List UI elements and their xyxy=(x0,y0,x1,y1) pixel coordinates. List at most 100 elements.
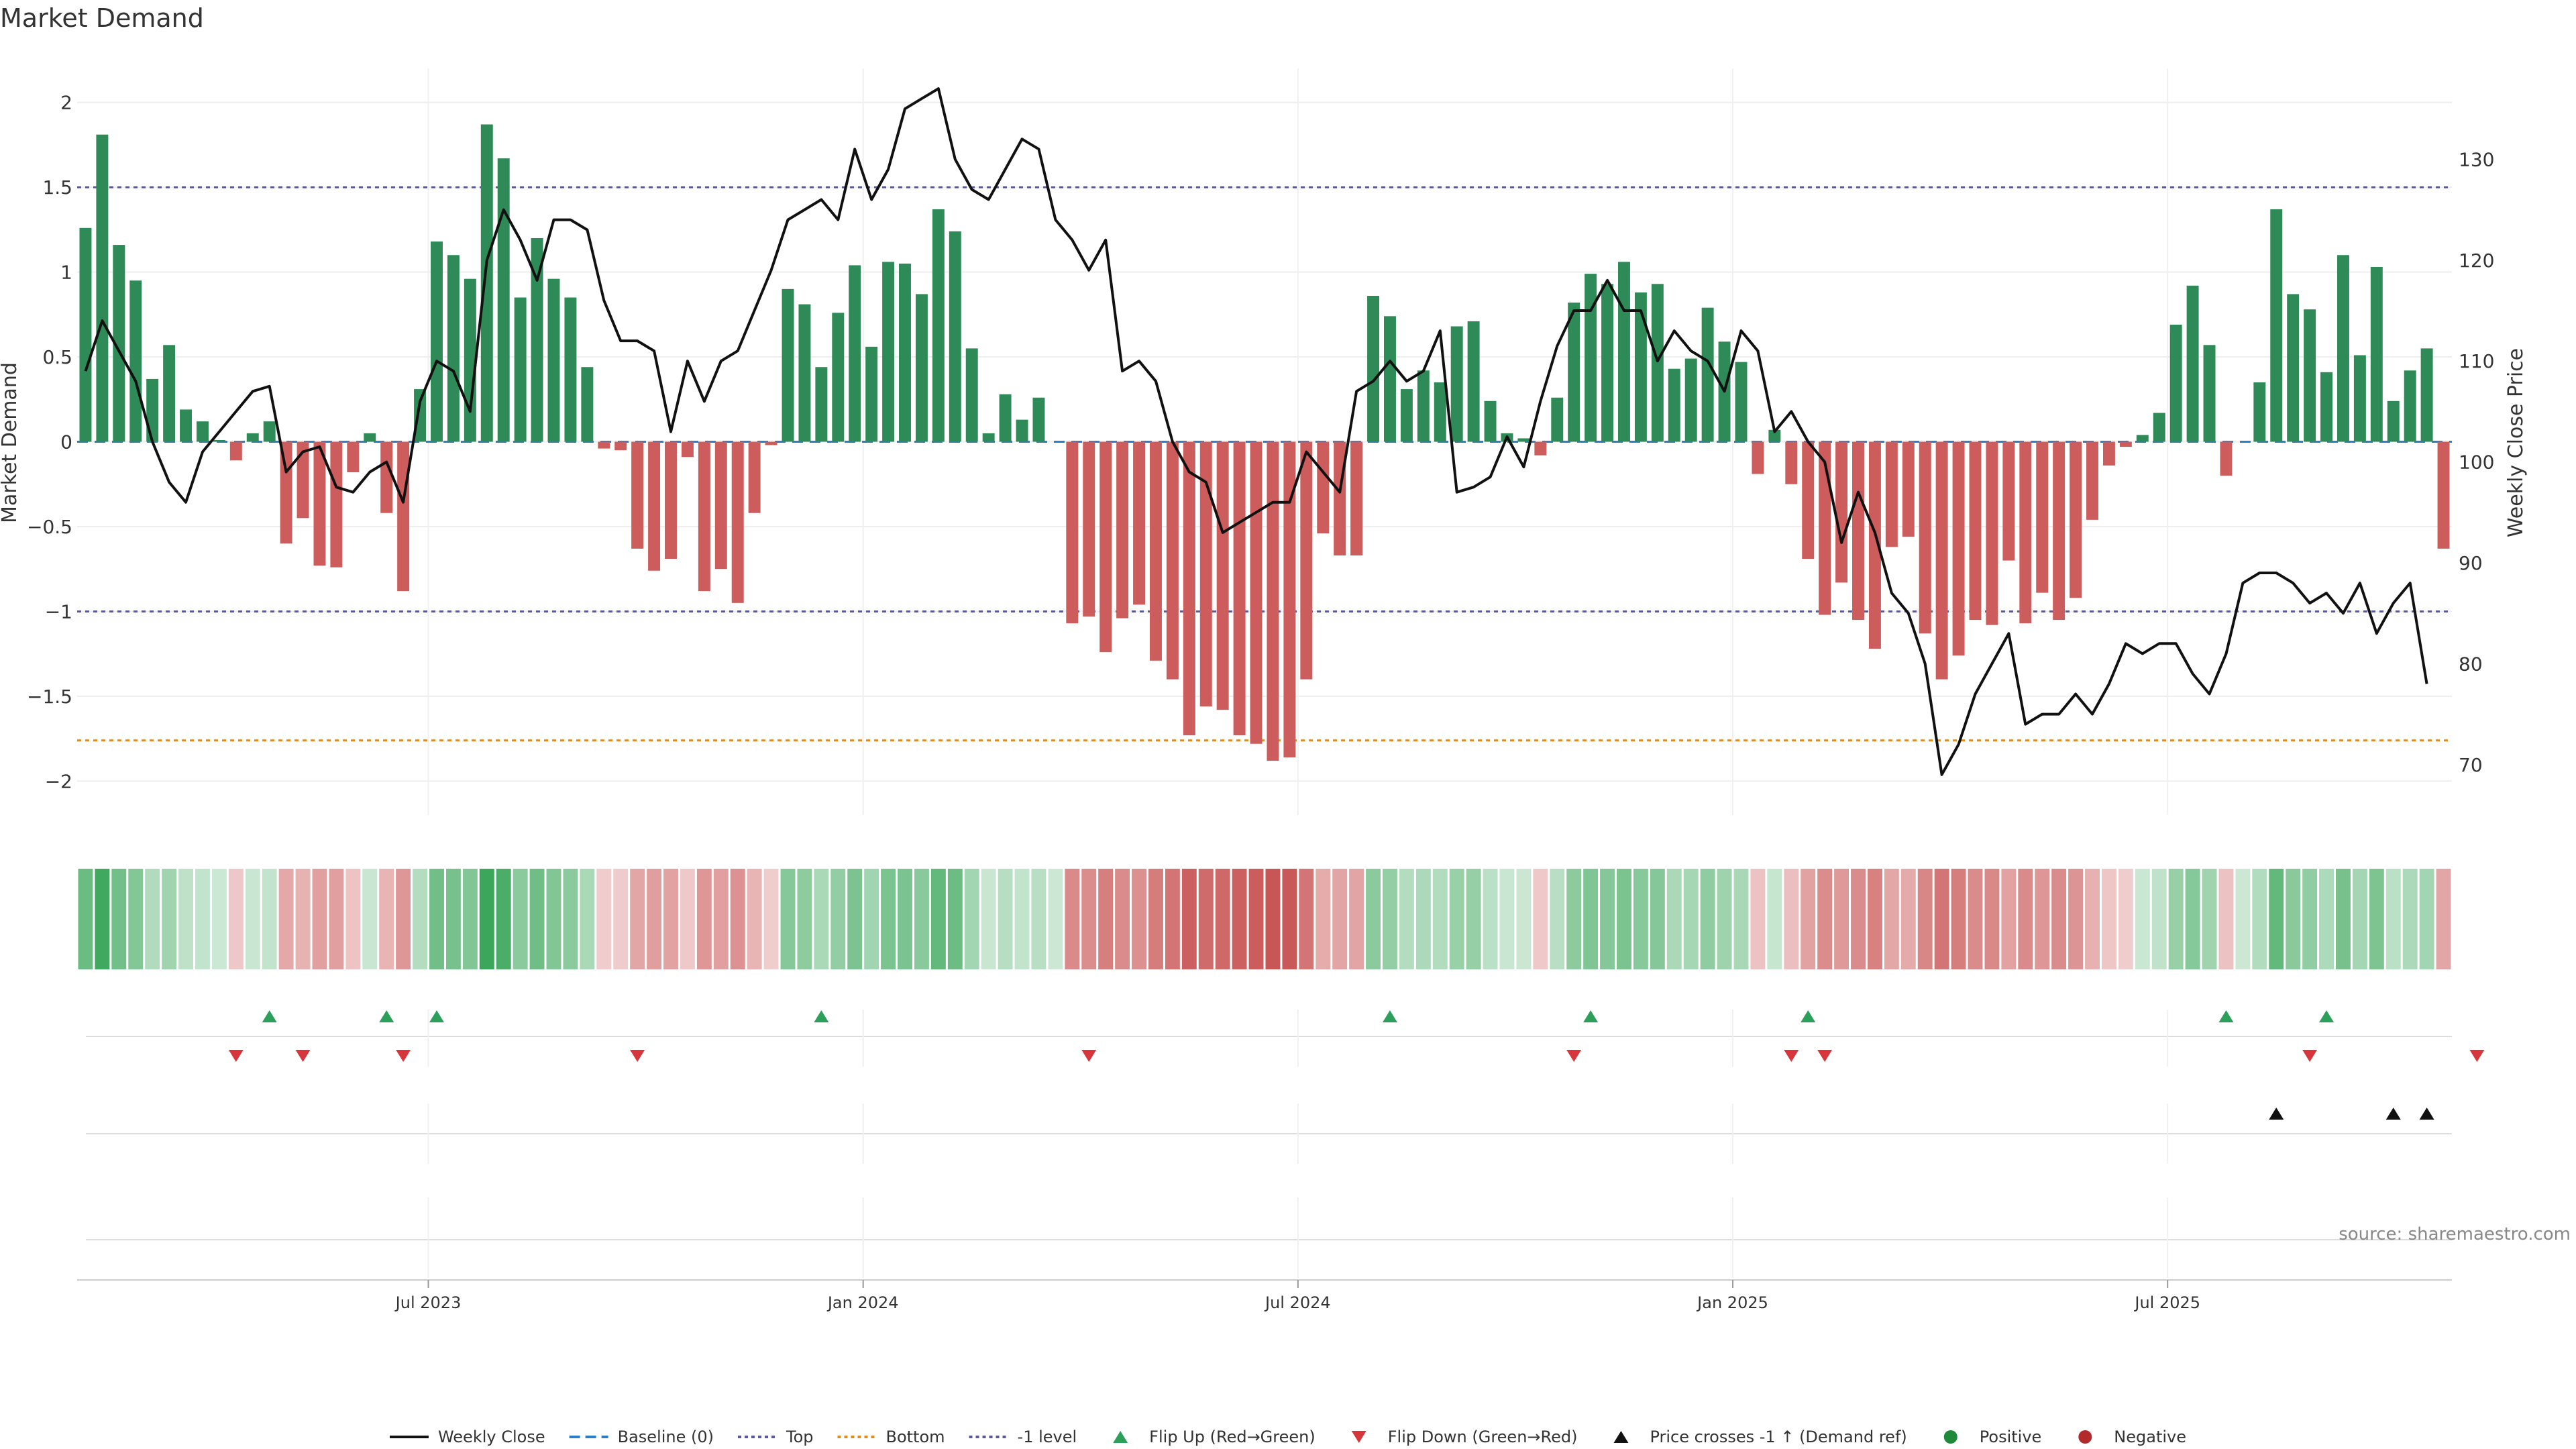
demand-bar xyxy=(2437,441,2450,549)
heat-cell xyxy=(2302,869,2318,969)
heat-cell xyxy=(898,869,912,969)
heat-cell xyxy=(111,869,127,969)
demand-bar xyxy=(2220,441,2233,476)
demand-bar xyxy=(999,394,1012,442)
left-axis-label: Market Demand xyxy=(0,362,21,523)
heat-cell xyxy=(864,869,879,969)
legend-label: Baseline (0) xyxy=(618,1428,714,1446)
heat-cell xyxy=(1884,869,1899,969)
left-tick-label: −0.5 xyxy=(27,516,72,538)
demand-bar xyxy=(899,263,911,442)
heat-cell xyxy=(964,869,979,969)
weekly-close-line xyxy=(84,87,2428,776)
flip-down-marker xyxy=(295,1050,311,1062)
heat-cell xyxy=(830,869,846,969)
heat-cell xyxy=(797,869,812,969)
demand-bar xyxy=(1300,441,1313,680)
legend-label: -1 level xyxy=(1018,1428,1077,1446)
heat-cell xyxy=(2168,869,2184,969)
heat-cell xyxy=(1332,869,1348,969)
right-tick-label: 100 xyxy=(2459,451,2494,474)
demand-bar xyxy=(547,278,560,442)
heat-cell xyxy=(1466,869,1481,969)
demand-bar xyxy=(1467,321,1480,442)
demand-bar xyxy=(1149,441,1162,661)
heat-cell xyxy=(981,869,996,969)
legend-item: -1 level xyxy=(969,1428,1077,1446)
left-tick-label: 0.5 xyxy=(42,346,72,368)
heat-cell xyxy=(396,869,411,969)
heat-cell xyxy=(1215,869,1230,969)
heat-cell xyxy=(580,869,595,969)
legend-label: Flip Up (Red→Green) xyxy=(1149,1428,1316,1446)
demand-bar xyxy=(1835,441,1848,583)
heat-cell xyxy=(2085,869,2100,969)
demand-bar xyxy=(932,209,945,442)
legend-swatch xyxy=(2078,1430,2092,1444)
heat-cell xyxy=(2436,869,2451,969)
demand-bar xyxy=(129,280,142,442)
demand-bar xyxy=(748,441,761,513)
demand-bar xyxy=(2337,255,2349,442)
demand-bar xyxy=(1183,441,1195,736)
demand-bar xyxy=(2102,441,2115,466)
right-tick-label: 90 xyxy=(2459,552,2483,574)
heat-cell xyxy=(529,869,545,969)
demand-bar xyxy=(347,441,360,473)
date-tick-label: Jul 2024 xyxy=(1264,1293,1331,1312)
heat-cell xyxy=(1232,869,1247,969)
heat-cell xyxy=(2335,869,2351,969)
demand-bar xyxy=(714,441,727,570)
demand-bar xyxy=(480,124,493,442)
legend-label: Bottom xyxy=(886,1428,945,1446)
demand-bar xyxy=(330,441,343,568)
demand-bar xyxy=(1199,441,1212,707)
heat-cell xyxy=(479,869,494,969)
legend-label: Top xyxy=(786,1428,814,1446)
heat-cell xyxy=(1048,869,1063,969)
demand-bar xyxy=(1317,441,1330,534)
demand-bar xyxy=(1618,262,1630,442)
flip-up-marker xyxy=(429,1010,444,1022)
demand-bar xyxy=(1684,358,1697,442)
heat-cell xyxy=(1181,869,1197,969)
demand-bar xyxy=(414,389,427,442)
demand-bar xyxy=(2053,441,2065,621)
demand-bar xyxy=(1969,441,1982,621)
demand-bar xyxy=(731,441,744,603)
demand-bar xyxy=(1768,429,1781,442)
demand-bar xyxy=(1400,389,1413,442)
legend-swatch xyxy=(1943,1430,1957,1444)
demand-bar xyxy=(1383,316,1396,442)
heat-cell xyxy=(881,869,896,969)
demand-bar xyxy=(1484,400,1497,442)
demand-heat-strip xyxy=(78,869,2451,969)
demand-bar xyxy=(113,245,125,442)
demand-bar xyxy=(1517,438,1530,442)
demand-bar xyxy=(1701,307,1714,442)
heat-cell xyxy=(2218,869,2234,969)
heat-cell xyxy=(2252,869,2267,969)
heat-cell xyxy=(345,869,361,969)
legend-item: Baseline (0) xyxy=(569,1428,714,1446)
demand-bar xyxy=(1868,441,1881,649)
demand-bar xyxy=(614,441,627,451)
heat-cell xyxy=(2068,869,2084,969)
price-cross-marker xyxy=(2385,1108,2401,1120)
date-tick-label: Jul 2025 xyxy=(2133,1293,2200,1312)
demand-bar xyxy=(2203,345,2216,442)
heat-cell xyxy=(1499,869,1515,969)
demand-bar xyxy=(1267,441,1279,761)
demand-bar xyxy=(1367,295,1380,442)
date-tick-label: Jul 2023 xyxy=(394,1293,462,1312)
heat-cell xyxy=(1984,869,2000,969)
demand-bar xyxy=(431,241,443,442)
heat-cell xyxy=(278,869,294,969)
demand-bar xyxy=(1919,441,1931,634)
price-cross-marker xyxy=(2419,1108,2434,1120)
demand-bar xyxy=(1885,441,1898,547)
heat-cell xyxy=(1917,869,1933,969)
heat-cell xyxy=(228,869,244,969)
demand-bar xyxy=(648,441,661,571)
heat-cell xyxy=(2018,869,2033,969)
